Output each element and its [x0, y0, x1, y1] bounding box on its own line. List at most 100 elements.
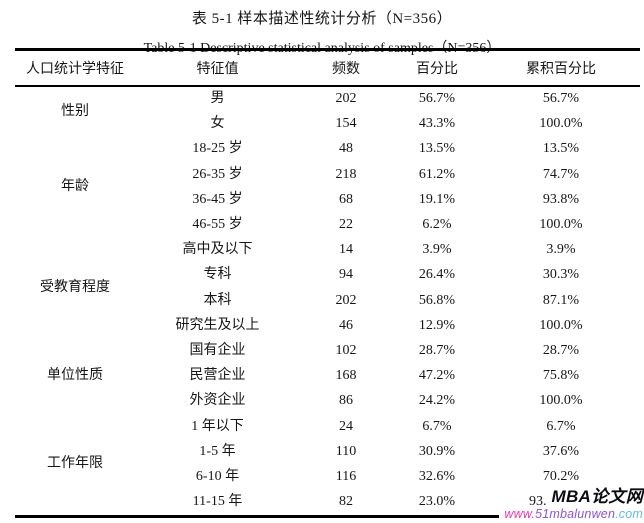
category-cell: 工作年限 — [47, 456, 103, 472]
table-row: 民营企业 168 47.2% 75.8% — [15, 364, 640, 389]
frequency-cell: 14 — [339, 242, 353, 258]
frequency-cell: 46 — [339, 317, 353, 333]
frequency-cell: 82 — [339, 494, 353, 510]
feature-value-cell: 6-10 年 — [195, 468, 240, 484]
percent-cell: 56.8% — [418, 292, 456, 308]
column-header: 特征值 — [196, 61, 239, 77]
frequency-cell: 68 — [339, 191, 353, 207]
feature-value-cell: 36-45 岁 — [192, 191, 243, 207]
category-cell: 单位性质 — [47, 368, 103, 384]
frequency-cell: 94 — [339, 267, 353, 283]
table-row: 性别 男 202 56.7% 56.7% — [15, 86, 640, 119]
frequency-cell: 202 — [335, 292, 357, 308]
percent-cell: 12.9% — [418, 317, 456, 333]
percent-cell: 56.7% — [418, 91, 456, 107]
percent-cell: 24.2% — [418, 393, 456, 409]
cumulative-percent-cell: 28.7% — [542, 342, 580, 358]
cumulative-percent-cell: 100.0% — [539, 217, 583, 233]
table-row: 女 154 43.3% 100.0% — [15, 112, 640, 137]
percent-cell: 6.7% — [422, 418, 452, 434]
table-row: 36-45 岁 68 19.1% 93.8% — [15, 187, 640, 212]
percent-cell: 30.9% — [418, 443, 456, 459]
table-row: 46-55 岁 22 6.2% 100.0% — [15, 212, 640, 237]
table-title-chinese: 表 5-1 样本描述性统计分析（N=356） — [191, 11, 453, 27]
table-row: 受教育程度 高中及以下 14 3.9% 3.9% — [15, 238, 640, 295]
cumulative-percent-cell: 93.8% — [542, 191, 580, 207]
table-row: 单位性质 国有企业 102 28.7% 28.7% — [15, 338, 640, 382]
cumulative-percent-cell: 6.7% — [546, 418, 576, 434]
frequency-cell: 218 — [335, 166, 357, 182]
table-row: 专科 94 26.4% 30.3% — [15, 263, 640, 288]
cumulative-percent-cell: 30.3% — [542, 267, 580, 283]
column-header: 频数 — [332, 61, 360, 77]
percent-cell: 28.7% — [418, 342, 456, 358]
table-row: 11-15 年 82 23.0% 93. — [15, 490, 640, 517]
feature-value-cell: 民营企业 — [189, 368, 246, 384]
feature-value-cell: 1-5 年 — [199, 443, 236, 459]
table-row: 本科 202 56.8% 87.1% — [15, 288, 640, 313]
frequency-cell: 86 — [339, 393, 353, 409]
column-header: 百分比 — [416, 61, 458, 77]
watermark-brand: MBA论文网 — [547, 486, 644, 506]
percent-cell: 47.2% — [418, 368, 456, 384]
category-cell: 年龄 — [61, 179, 89, 195]
cumulative-percent-cell: 70.2% — [542, 468, 580, 484]
descriptive-statistics-table: 人口统计学特征 特征值 频数 百分比 累积百分比 性别 男 202 56.7% 56.7% 女 15… — [15, 48, 640, 518]
watermark-url-part: 51mbalunwen — [535, 506, 616, 521]
feature-value-cell: 国有企业 — [189, 342, 246, 358]
feature-value-cell: 外资企业 — [189, 393, 246, 409]
cumulative-percent-cell: 100.0% — [539, 393, 583, 409]
frequency-cell: 24 — [339, 418, 353, 434]
percent-cell: 13.5% — [418, 141, 456, 157]
frequency-cell: 154 — [335, 116, 357, 132]
frequency-cell: 202 — [335, 91, 357, 107]
percent-cell: 32.6% — [418, 468, 456, 484]
frequency-cell: 116 — [335, 468, 357, 484]
cumulative-percent-cell: 3.9% — [546, 242, 576, 258]
table-row: 年龄 18-25 岁 48 13.5% 13.5% — [15, 137, 640, 194]
cumulative-percent-cell: 93. — [529, 494, 547, 510]
percent-cell: 3.9% — [422, 242, 452, 258]
table-row: 26-35 岁 218 61.2% 74.7% — [15, 162, 640, 187]
feature-value-cell: 高中及以下 — [182, 242, 253, 258]
feature-value-cell: 26-35 岁 — [192, 166, 243, 182]
table-row: 工作年限 1 年以下 24 6.7% 6.7% — [15, 414, 640, 471]
table-body: 性别 男 202 56.7% 56.7% 女 154 43.3% 100.0% 年龄 18-25 岁… — [15, 86, 640, 517]
feature-value-cell: 11-15 年 — [192, 494, 243, 510]
watermark-url-part: www. — [504, 506, 536, 521]
category-cell: 受教育程度 — [40, 280, 110, 295]
table-row: 外资企业 86 24.2% 100.0% — [15, 389, 640, 414]
cumulative-percent-cell: 13.5% — [542, 141, 580, 157]
table-header: 人口统计学特征 特征值 频数 百分比 累积百分比 — [15, 50, 640, 86]
feature-value-cell: 18-25 岁 — [192, 141, 243, 157]
table-header-row: 人口统计学特征 特征值 频数 百分比 累积百分比 — [15, 50, 640, 86]
cumulative-percent-cell: 100.0% — [539, 116, 583, 132]
frequency-cell: 110 — [335, 443, 357, 459]
watermark-url-part: .com — [615, 506, 643, 521]
frequency-cell: 168 — [335, 368, 357, 384]
frequency-cell: 48 — [339, 141, 353, 157]
feature-value-cell: 专科 — [203, 267, 232, 283]
feature-value-cell: 1 年以下 — [191, 418, 244, 434]
column-header: 累积百分比 — [526, 61, 596, 77]
percent-cell: 6.2% — [422, 217, 452, 233]
watermark: MBA论文网 www.51mbalunwen.com — [499, 486, 644, 522]
cumulative-percent-cell: 56.7% — [542, 91, 580, 107]
cumulative-percent-cell: 100.0% — [539, 317, 583, 333]
table-row: 研究生及以上 46 12.9% 100.0% — [15, 313, 640, 338]
percent-cell: 19.1% — [418, 191, 456, 207]
category-cell: 性别 — [61, 103, 89, 119]
cumulative-percent-cell: 87.1% — [542, 292, 580, 308]
percent-cell: 61.2% — [418, 166, 456, 182]
feature-value-cell: 男 — [210, 91, 225, 107]
column-header: 人口统计学特征 — [26, 61, 124, 77]
table-row: 6-10 年 116 32.6% 70.2% — [15, 464, 640, 489]
feature-value-cell: 研究生及以上 — [175, 317, 260, 333]
percent-cell: 43.3% — [418, 116, 456, 132]
percent-cell: 26.4% — [418, 267, 456, 283]
feature-value-cell: 46-55 岁 — [192, 217, 243, 233]
frequency-cell: 22 — [339, 217, 353, 233]
feature-value-cell: 女 — [210, 116, 225, 132]
watermark-url: www.51mbalunwen.com — [499, 506, 644, 522]
